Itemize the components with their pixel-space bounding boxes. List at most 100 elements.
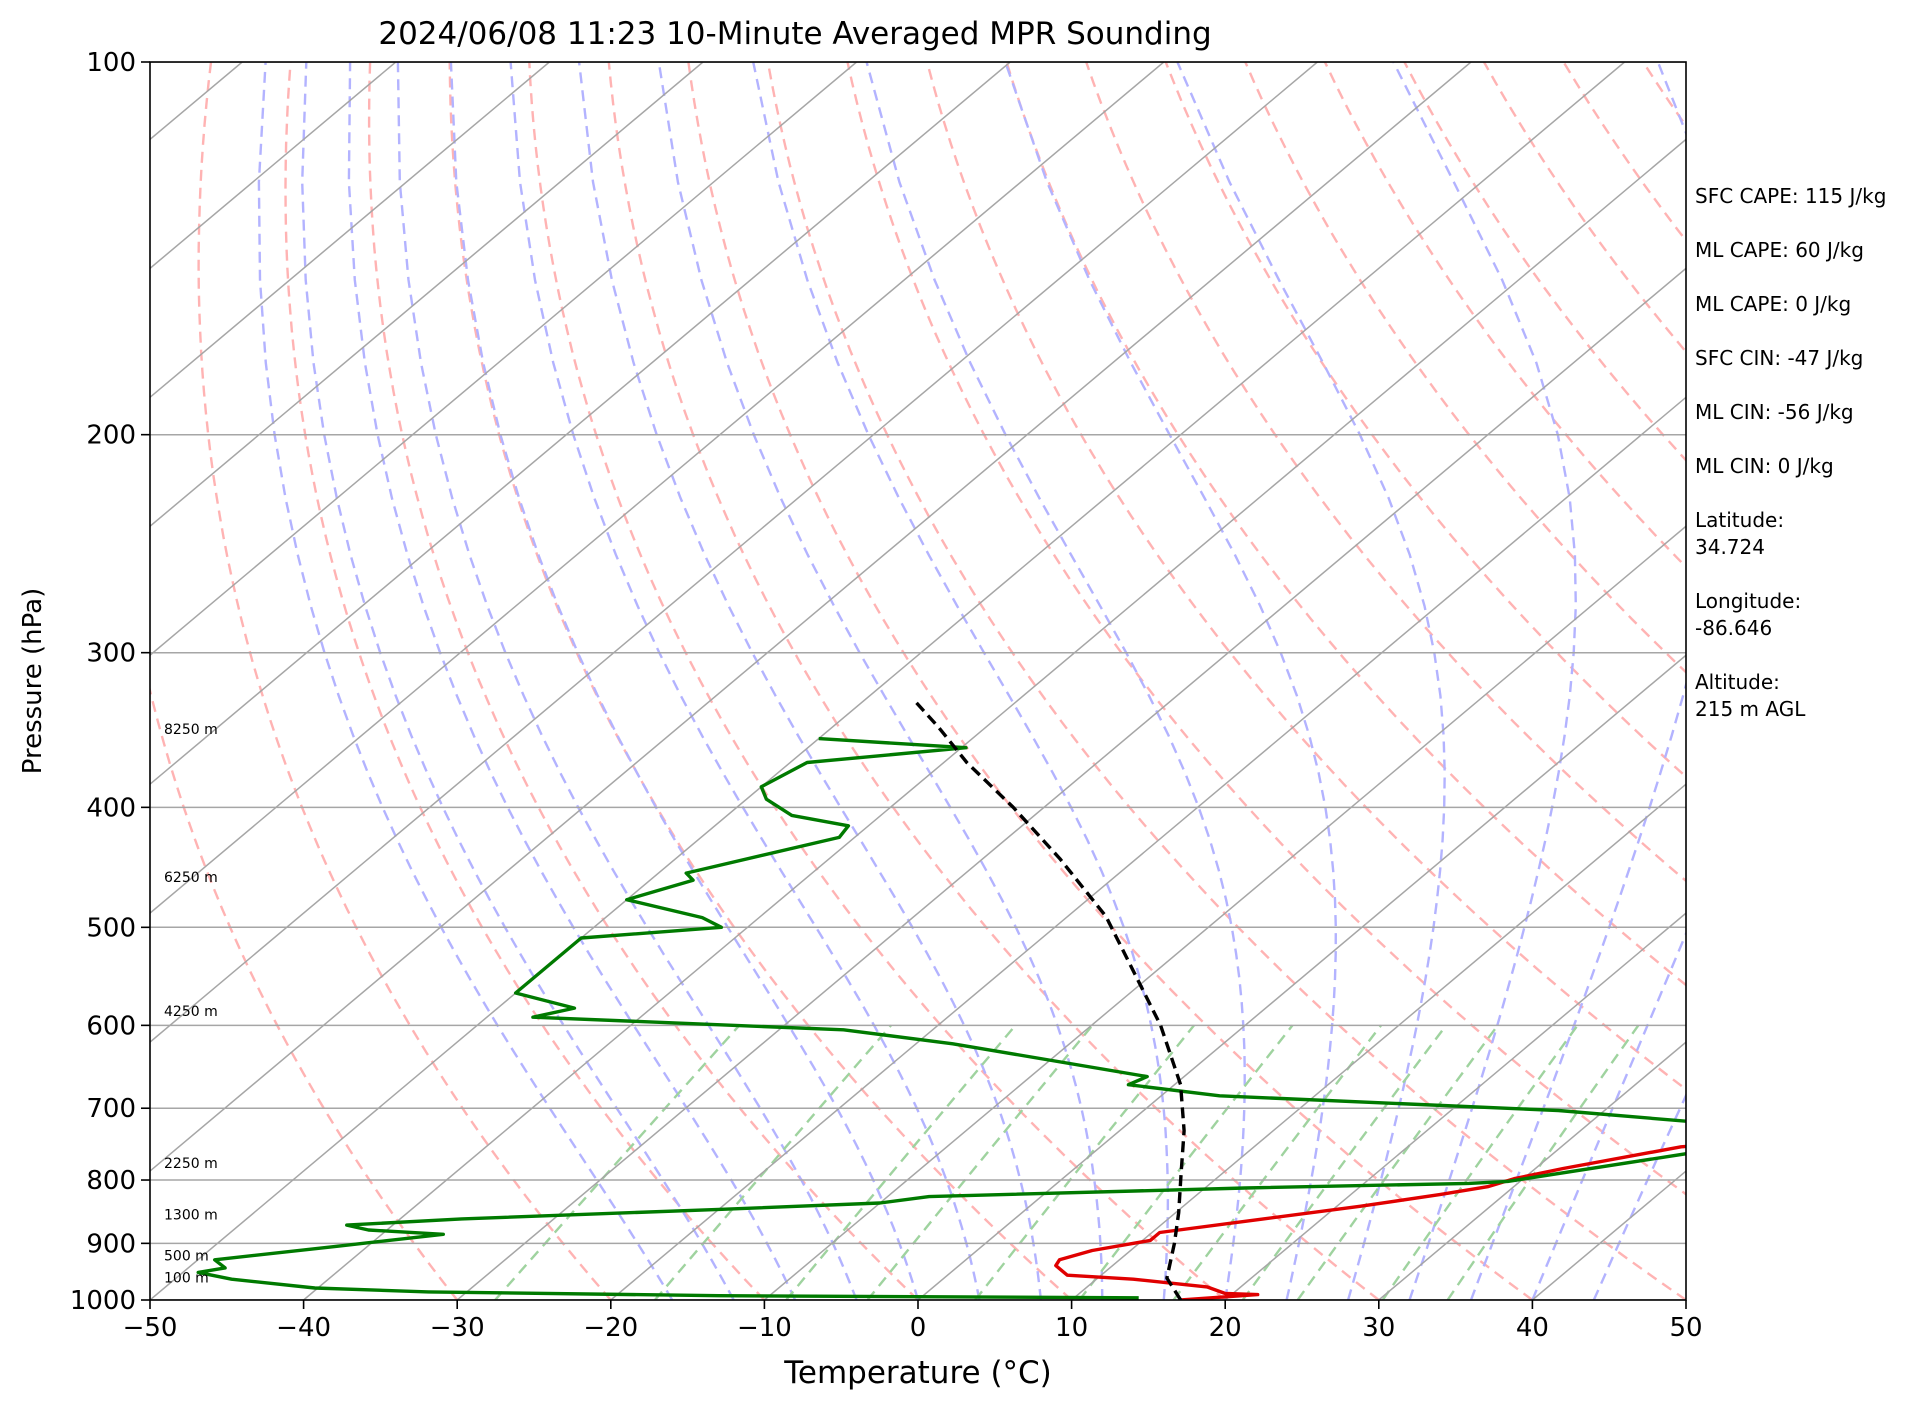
moist-adiabat-line	[449, 62, 920, 1300]
isotherm-line	[610, 396, 1686, 1300]
dry-adiabat-line	[1164, 62, 1686, 779]
pressure-gridlines	[150, 62, 1686, 1300]
isotherm-line	[763, 525, 1686, 1300]
moist-adiabat-line	[752, 62, 1170, 1300]
x-axis: −50 −40 −30 −20 −10 0 10 20 30 40 50	[123, 1300, 1703, 1343]
y-tick-label: 400	[86, 793, 136, 823]
height-label: 500 m	[164, 1248, 209, 1264]
y-tick-label: 800	[86, 1166, 136, 1196]
moist-adiabat-line	[257, 62, 674, 1300]
moist-adiabat-line	[1469, 62, 1686, 1300]
height-label: 1300 m	[164, 1207, 218, 1223]
y-tick-label: 100	[86, 48, 136, 78]
isotherm-line	[1378, 1041, 1686, 1300]
isotherm-line	[456, 267, 1686, 1300]
y-tick-label: 500	[86, 913, 136, 943]
background-lines	[150, 62, 1686, 1300]
isotherm-line	[150, 62, 550, 399]
y-tick-label: 1000	[70, 1286, 136, 1316]
mixing-ratio-line	[653, 1024, 892, 1300]
y-axis: 100 200 300 400 500 600 700 800 900 1000	[70, 48, 150, 1316]
dry-adiabat-line	[284, 62, 766, 1300]
moist-adiabat-line	[1531, 930, 1686, 1300]
series-line-0	[1054, 1144, 1686, 1300]
ml-cin-text-2: ML CIN: 0 J/kg	[1695, 454, 1834, 478]
y-axis-label: Pressure (hPa)	[18, 588, 48, 775]
isotherm-line	[150, 62, 1165, 915]
plot-frame	[149, 61, 1687, 1301]
data-series	[196, 699, 1686, 1300]
x-tick-label: −50	[123, 1313, 178, 1343]
dry-adiabat-line	[1085, 62, 1686, 883]
series-line-1	[196, 736, 1686, 1300]
dry-adiabat-line	[197, 62, 612, 1300]
x-tick-label: 20	[1209, 1313, 1242, 1343]
height-label: 2250 m	[164, 1156, 218, 1172]
moist-adiabat-line	[347, 62, 797, 1300]
sfc-cin-text: SFC CIN: -47 J/kg	[1695, 346, 1864, 370]
y-tick-label: 900	[86, 1229, 136, 1259]
dry-adiabat-line	[687, 62, 1534, 1300]
dry-adiabat-line	[1323, 62, 1686, 569]
isotherm-line	[150, 62, 1472, 1173]
sounding-info-panel: SFC CAPE: 115 J/kg ML CAPE: 60 J/kg ML C…	[1695, 183, 1915, 750]
moist-adiabat-line	[1004, 62, 1338, 1300]
dry-adiabat-line	[1005, 62, 1686, 987]
dry-adiabat-line	[766, 62, 1686, 1300]
isotherm-line	[917, 654, 1686, 1300]
height-label: 6250 m	[164, 870, 218, 886]
x-axis-label: Temperature (°C)	[783, 1355, 1052, 1391]
mixing-ratio-line	[494, 1024, 741, 1300]
ml-cin-text: ML CIN: -56 J/kg	[1695, 400, 1854, 424]
isotherm-line	[1071, 783, 1686, 1300]
y-tick-label: 300	[86, 639, 136, 669]
x-tick-label: 0	[910, 1313, 927, 1343]
moist-adiabat-line	[1392, 62, 1578, 1300]
dry-adiabat-line	[1244, 62, 1686, 674]
altitude-text: Altitude: 215 m AGL	[1695, 670, 1806, 721]
y-tick-label: 600	[86, 1011, 136, 1041]
latitude-text: Latitude: 34.724	[1695, 508, 1785, 559]
mixing-ratio-line	[785, 1024, 1017, 1300]
isotherm-line	[150, 62, 704, 528]
height-label: 100 m	[164, 1271, 209, 1287]
x-tick-label: 50	[1669, 1313, 1702, 1343]
x-tick-label: 30	[1362, 1313, 1395, 1343]
x-tick-label: −30	[430, 1313, 485, 1343]
ml-cape-text: ML CAPE: 60 J/kg	[1695, 238, 1864, 262]
mixing-ratio-line	[1078, 1024, 1294, 1300]
ml-cape-text-2: ML CAPE: 0 J/kg	[1695, 292, 1852, 316]
x-tick-label: 40	[1516, 1313, 1549, 1343]
dry-adiabat-line	[846, 62, 1686, 1196]
dry-adiabat-line	[367, 62, 919, 1300]
moist-adiabat-line	[865, 62, 1246, 1300]
isotherm-line	[150, 62, 1318, 1044]
moist-adiabat-line	[657, 62, 1104, 1300]
dry-adiabat-line	[528, 62, 1226, 1300]
dry-adiabat-line	[448, 62, 1073, 1300]
chart-title: 2024/06/08 11:23 10-Minute Averaged MPR …	[378, 16, 1211, 52]
longitude-text: Longitude: -86.646	[1695, 589, 1802, 640]
series-line-2	[913, 699, 1186, 1300]
dry-adiabat-line	[607, 62, 1380, 1300]
x-tick-label: −10	[737, 1313, 792, 1343]
x-tick-label: −20	[583, 1313, 638, 1343]
x-tick-label: 10	[1055, 1313, 1088, 1343]
moist-adiabat-line	[577, 62, 1043, 1300]
x-tick-label: −40	[276, 1313, 331, 1343]
y-tick-label: 700	[86, 1094, 136, 1124]
y-tick-label: 200	[86, 421, 136, 451]
sfc-cape-text: SFC CAPE: 115 J/kg	[1695, 184, 1887, 208]
isotherm-line	[150, 62, 1011, 786]
height-label: 8250 m	[164, 722, 218, 738]
isotherm-line	[150, 62, 1626, 1300]
moist-adiabat-line	[396, 62, 858, 1300]
height-label: 4250 m	[164, 1004, 218, 1020]
isotherm-line	[1224, 912, 1686, 1300]
height-labels: 8250 m 6250 m 4250 m 2250 m 1300 m 500 m 100 m	[164, 722, 218, 1286]
isotherm-line	[150, 62, 858, 657]
isotherm-line	[303, 138, 1686, 1300]
moist-adiabat-line	[1176, 62, 1446, 1300]
moist-adiabat-line	[1592, 1092, 1686, 1300]
